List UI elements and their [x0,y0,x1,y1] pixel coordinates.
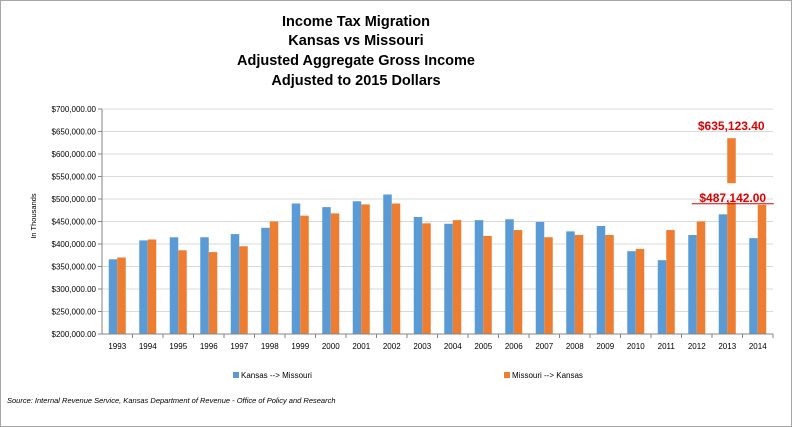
bar-kansas-to-missouri-2001 [352,201,362,334]
bar-kansas-to-missouri-2011 [657,260,667,334]
x-tick-label: 1994 [139,342,157,351]
chart-title-line-2: Kansas vs Missouri [288,33,423,49]
bar-missouri-to-kansas-2011 [666,230,675,334]
x-tick-label: 2004 [444,342,462,351]
y-tick-label: $550,000.00 [52,173,97,182]
x-tick-label: 2005 [474,342,492,351]
legend: Kansas --> Missouri Missouri --> Kansas [233,371,583,380]
chart-title-line-1: Income Tax Migration [282,14,430,30]
source-note: Source: Internal Revenue Service, Kansas… [7,396,336,405]
callout-label-2014: $487,142.00 [699,191,766,205]
x-tick-label: 1996 [200,342,218,351]
bar-kansas-to-missouri-1999 [291,203,301,334]
x-tick-label: 2010 [627,342,645,351]
bar-kansas-to-missouri-2004 [444,223,453,334]
callouts: $635,123.40 $487,142.00 [691,119,774,205]
y-tick-label: $400,000.00 [52,240,97,249]
bar-kansas-to-missouri-1997 [230,234,240,334]
legend-label-missouri: Missouri --> Kansas [512,371,583,380]
bar-kansas-to-missouri-2012 [688,235,697,334]
chart-title-line-4: Adjusted to 2015 Dollars [271,73,440,89]
bar-kansas-to-missouri-2009 [596,226,606,334]
x-tick-label: 2007 [535,342,553,351]
bar-missouri-to-kansas-2006 [513,230,523,334]
x-tick-label: 2002 [383,342,401,351]
bar-kansas-to-missouri-2002 [383,194,392,334]
bar-kansas-to-missouri-2000 [322,207,331,334]
bar-missouri-to-kansas-2003 [422,223,431,334]
bar-kansas-to-missouri-1994 [139,240,148,334]
chart-title: Income Tax Migration Kansas vs Missouri … [237,14,475,89]
y-tick-label: $700,000.00 [52,105,97,114]
bar-kansas-to-missouri-2006 [505,219,514,334]
y-tick-label: $250,000.00 [52,308,97,317]
bar-kansas-to-missouri-2007 [535,221,545,334]
bar-kansas-to-missouri-2013 [718,214,728,334]
bar-kansas-to-missouri-2014 [749,238,758,334]
y-tick-label: $600,000.00 [52,150,97,159]
bar-missouri-to-kansas-2013 [727,202,736,334]
y-tick-label: $200,000.00 [52,330,97,339]
bar-kansas-to-missouri-2008 [566,231,575,334]
x-tick-label: 1999 [291,342,309,351]
callout-label-2013: $635,123.40 [698,119,765,133]
y-tick-label: $500,000.00 [52,195,97,204]
y-tick-label: $350,000.00 [52,263,97,272]
bar-missouri-to-kansas-1995 [178,250,187,334]
chart-title-line-3: Adjusted Aggregate Gross Income [237,53,475,69]
legend-swatch-kansas [233,372,239,378]
y-axis-title: In Thousands [29,193,38,239]
x-axis-ticks: 1993 1994 1995 1996 1997 1998 1999 2000 2001 2002… [108,334,774,351]
bar-missouri-to-kansas-2009 [605,235,614,334]
bar-missouri-to-kansas-1994 [147,239,157,334]
y-tick-label: $650,000.00 [52,128,97,137]
y-tick-label: $450,000.00 [52,218,97,227]
bar-kansas-to-missouri-1996 [200,237,209,334]
bar-missouri-to-kansas-1999 [300,215,309,334]
x-tick-label: 2001 [352,342,370,351]
bar-kansas-to-missouri-2010 [627,251,636,334]
bar-missouri-to-kansas-2000 [330,213,340,334]
x-tick-label: 2003 [413,342,431,351]
x-tick-label: 1995 [169,342,187,351]
x-tick-label: 1998 [261,342,279,351]
bar-missouri-to-kansas-1998 [269,221,279,334]
bar-kansas-to-missouri-1993 [108,259,118,334]
bar-missouri-to-kansas-2008 [574,235,584,334]
bar-missouri-to-kansas-2007 [544,237,553,334]
x-tick-label: 2011 [658,342,676,351]
bar-kansas-to-missouri-2003 [413,217,423,334]
x-tick-label: 2006 [505,342,523,351]
bar-missouri-to-kansas-1993 [117,257,126,334]
bar-kansas-to-missouri-1998 [261,227,270,334]
x-tick-label: 2012 [688,342,706,351]
legend-label-kansas: Kansas --> Missouri [241,371,312,380]
bar-kansas-to-missouri-1995 [169,237,179,334]
callout-bar-2013 [727,138,736,184]
x-tick-label: 2014 [749,342,767,351]
x-tick-label: 2008 [566,342,584,351]
bar-missouri-to-kansas-2005 [483,235,492,334]
x-tick-label: 1997 [230,342,248,351]
bar-missouri-to-kansas-2014 [757,204,767,334]
bar-kansas-to-missouri-2005 [474,220,484,334]
bar-missouri-to-kansas-2012 [696,221,706,334]
x-tick-label: 2000 [322,342,340,351]
x-tick-label: 1993 [108,342,126,351]
bar-missouri-to-kansas-2002 [391,203,401,334]
y-tick-label: $300,000.00 [52,285,97,294]
bar-missouri-to-kansas-1997 [239,246,248,334]
bar-missouri-to-kansas-2001 [361,204,370,334]
bar-missouri-to-kansas-2004 [452,220,462,334]
y-axis-ticks: $200,000.00 $250,000.00 $300,000.00 $350,00… [52,105,102,339]
bars [108,194,767,334]
bar-missouri-to-kansas-2010 [635,248,645,334]
x-tick-label: 2009 [596,342,614,351]
bar-missouri-to-kansas-1996 [208,252,218,334]
legend-swatch-missouri [504,372,510,378]
x-tick-label: 2013 [718,342,736,351]
